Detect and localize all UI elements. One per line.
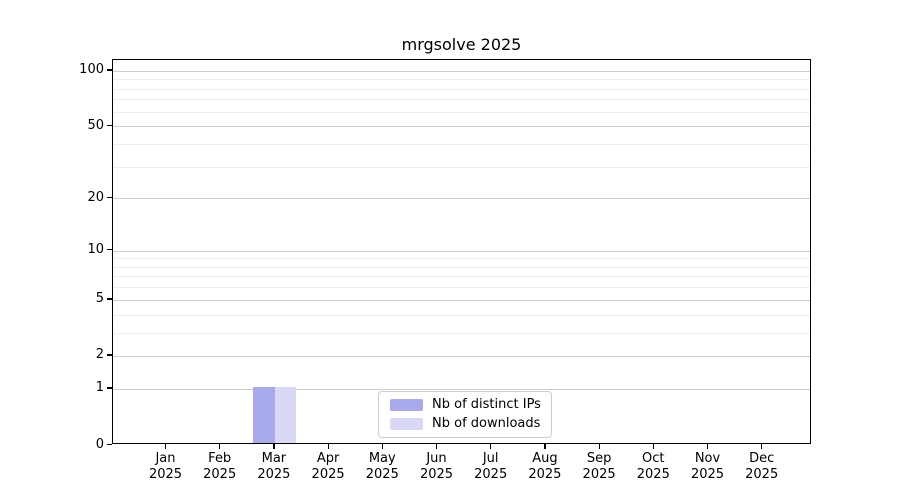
bar-nb-of-distinct-ips — [253, 386, 275, 443]
gridline-minor — [113, 314, 810, 316]
y-axis-tick-label: 50 — [87, 117, 104, 133]
y-axis-tick-mark — [107, 354, 112, 356]
y-axis-tick-mark — [107, 298, 112, 300]
y-axis-tick-label: 5 — [95, 291, 104, 307]
y-axis-tick-mark — [107, 387, 112, 389]
gridline-minor — [113, 287, 810, 289]
chart-title: mrgsolve 2025 — [401, 35, 522, 54]
y-axis-tick-label: 100 — [79, 62, 104, 78]
y-axis-tick-mark — [107, 249, 112, 251]
gridline-minor — [113, 111, 810, 113]
gridline-minor — [113, 143, 810, 145]
gridline-major — [113, 355, 810, 357]
x-axis-tick-mark — [165, 444, 167, 449]
y-axis-tick-label: 2 — [95, 347, 104, 363]
y-axis-tick-mark — [107, 196, 112, 198]
x-axis-tick-label: Sep 2025 — [582, 451, 616, 482]
x-axis-tick-mark — [273, 444, 275, 449]
gridline-minor — [113, 276, 810, 278]
x-axis-tick-label: Apr 2025 — [311, 451, 345, 482]
gridline-minor — [113, 258, 810, 260]
legend-label-downloads: Nb of downloads — [432, 416, 541, 431]
x-axis-tick-label: Aug 2025 — [528, 451, 562, 482]
legend-label-distinct-ips: Nb of distinct IPs — [432, 397, 541, 412]
x-axis-tick-label: Mar 2025 — [257, 451, 291, 482]
x-axis-tick-label: Dec 2025 — [745, 451, 779, 482]
x-axis-tick-mark — [761, 444, 763, 449]
gridline-major — [113, 388, 810, 390]
gridline-major — [113, 299, 810, 301]
x-axis-tick-mark — [490, 444, 492, 449]
x-axis-tick-mark — [436, 444, 438, 449]
legend-item-downloads: Nb of downloads — [390, 416, 541, 432]
x-axis-tick-label: Jul 2025 — [474, 451, 508, 482]
y-axis-tick-label: 0 — [95, 436, 104, 452]
y-axis-tick-mark — [107, 124, 112, 127]
legend-item-distinct-ips: Nb of distinct IPs — [390, 397, 541, 413]
y-axis-tick-mark — [107, 443, 112, 445]
y-axis-tick-label: 10 — [87, 242, 104, 258]
x-axis-tick-mark — [598, 444, 600, 449]
plot-area — [112, 59, 811, 444]
x-axis-tick-label: Jan 2025 — [148, 451, 183, 482]
x-axis-tick-label: Feb 2025 — [203, 451, 237, 482]
x-axis-tick-mark — [327, 444, 329, 449]
gridline-minor — [113, 79, 810, 81]
x-axis-tick-label: Nov 2025 — [690, 451, 725, 482]
x-axis-tick-mark — [652, 444, 655, 449]
legend-swatch-downloads-icon — [390, 418, 423, 430]
x-axis-tick-label: May 2025 — [365, 451, 399, 482]
y-axis-tick-label: 20 — [87, 189, 104, 205]
legend-swatch-distinct-ips-icon — [390, 399, 423, 411]
x-axis-tick-mark — [707, 444, 709, 449]
x-axis-tick-mark — [381, 444, 384, 449]
gridline-minor — [113, 99, 810, 101]
gridline-major — [113, 70, 810, 72]
y-axis-tick-mark — [107, 69, 112, 71]
x-axis-tick-mark — [219, 444, 221, 449]
gridline-minor — [113, 88, 810, 90]
gridline-minor — [113, 332, 810, 334]
gridline-minor — [113, 166, 810, 168]
x-axis-tick-mark — [544, 444, 546, 449]
gridline-minor — [113, 266, 810, 268]
x-axis-tick-label: Jun 2025 — [419, 451, 454, 482]
gridline-major — [113, 126, 810, 128]
x-axis-tick-label: Oct 2025 — [636, 451, 670, 482]
bar-nb-of-downloads — [274, 386, 297, 443]
gridline-major — [113, 198, 810, 200]
gridline-major — [113, 250, 810, 252]
y-axis-tick-label: 1 — [95, 380, 104, 396]
legend: Nb of distinct IPs Nb of downloads — [378, 391, 552, 438]
